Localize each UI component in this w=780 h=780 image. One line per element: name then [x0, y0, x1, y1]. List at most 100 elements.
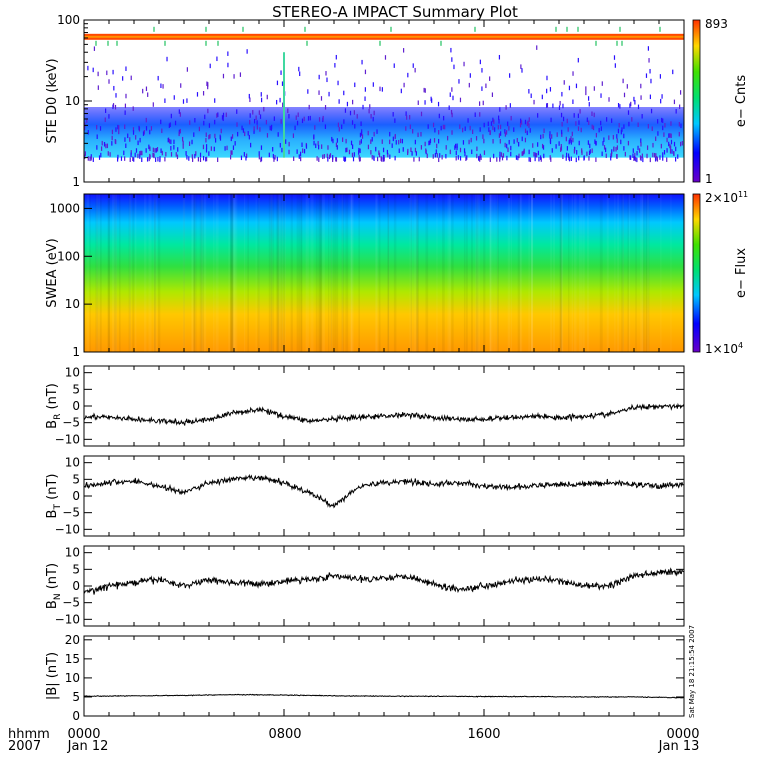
ste-count-pixel: [246, 49, 248, 54]
ste-count-pixel: [146, 157, 149, 162]
ste-count-pixel: [402, 147, 404, 152]
ste-count-pixel: [558, 141, 560, 146]
swea-texture: [298, 194, 302, 352]
ste-count-pixel: [465, 156, 467, 162]
ste-count-pixel: [663, 150, 666, 155]
swea-texture: [200, 194, 204, 352]
ste-count-pixel: [373, 131, 375, 137]
ste-count-pixel: [657, 131, 659, 136]
ste-count-pixel: [504, 129, 506, 134]
ste-count-pixel: [318, 74, 320, 80]
ste-count-pixel: [207, 84, 209, 90]
ste-count-pixel: [650, 108, 653, 114]
ste-count-pixel: [612, 134, 614, 140]
ytick-label-3: −5: [62, 506, 80, 520]
ste-count-pixel: [640, 142, 642, 147]
ytick-label-5: 5: [72, 690, 80, 704]
swea-texture: [332, 194, 336, 352]
y-axis-label-unit-3: (nT): [45, 474, 60, 504]
ste-count-pixel: [360, 121, 362, 126]
swea-texture: [95, 194, 99, 352]
ste-count-pixel: [467, 118, 469, 123]
ste-count-pixel: [438, 130, 440, 135]
ste-count-pixel: [675, 109, 677, 114]
ste-count-pixel: [354, 82, 356, 88]
swea-texture: [257, 194, 260, 352]
swea-texture: [320, 194, 323, 352]
ste-count-pixel: [415, 151, 418, 156]
ste-count-pixel: [623, 133, 625, 139]
ste-count-pixel: [188, 141, 191, 146]
ste-count-pixel: [425, 148, 427, 153]
ste-count-pixel: [572, 71, 574, 76]
ste-count-pixel: [233, 74, 235, 79]
ste-count-pixel: [364, 87, 366, 92]
ste-count-pixel: [589, 143, 591, 149]
swea-texture: [606, 194, 609, 352]
ste-count-pixel: [595, 157, 597, 162]
ste-count-pixel: [489, 157, 491, 162]
ste-count-pixel: [444, 124, 446, 130]
ste-count-pixel: [666, 148, 668, 153]
trace-line-4: [83, 567, 685, 595]
ste-count-pixel: [149, 154, 151, 160]
ste-count-pixel: [148, 144, 150, 150]
ste-count-pixel: [649, 94, 651, 100]
ste-count-pixel: [84, 151, 86, 156]
ste-count-pixel: [389, 154, 391, 160]
ste-count-pixel: [208, 123, 211, 128]
ste-count-pixel: [139, 154, 141, 159]
ste-count-pixel: [570, 140, 572, 145]
ste-count-pixel: [273, 116, 275, 121]
ste-count-pixel: [660, 98, 662, 104]
swea-texture: [232, 194, 236, 352]
ste-count-pixel: [543, 153, 545, 159]
swea-texture: [232, 194, 234, 352]
ste-count-pixel: [568, 139, 570, 145]
ste-count-pixel: [566, 146, 569, 151]
ste-count-pixel: [361, 134, 364, 139]
swea-texture: [319, 194, 322, 352]
ste-count-pixel: [420, 145, 423, 150]
ste-count-pixel: [549, 138, 552, 143]
swea-texture: [492, 194, 494, 352]
ste-count-pixel: [585, 86, 587, 91]
ste-count-pixel: [409, 115, 411, 120]
ste-count-pixel: [605, 147, 607, 153]
ste-count-pixel: [669, 133, 671, 138]
ste-count-pixel: [452, 95, 454, 101]
ste-count-pixel: [145, 148, 147, 153]
ste-count-pixel: [137, 153, 139, 159]
ste-count-pixel: [199, 152, 202, 158]
ste-count-pixel: [351, 120, 354, 125]
ste-count-pixel: [93, 46, 96, 51]
ste-count-pixel: [343, 90, 345, 96]
ste-count-pixel: [623, 146, 625, 151]
ste-count-pixel: [620, 129, 622, 135]
ste-count-pixel: [558, 105, 561, 110]
ste-count-pixel: [566, 118, 568, 124]
ytick-label-4: −5: [62, 596, 80, 610]
ste-count-pixel: [332, 157, 334, 162]
ste-count-pixel: [652, 142, 654, 148]
ste-count-pixel: [335, 157, 338, 162]
ste-count-pixel: [177, 147, 179, 152]
ste-count-pixel: [318, 117, 321, 122]
ste-count-pixel: [314, 125, 316, 130]
ste-count-pixel: [174, 120, 177, 126]
ste-count-pixel: [170, 139, 172, 145]
ste-count-pixel: [338, 99, 340, 104]
ste-count-pixel: [120, 156, 123, 161]
ste-count-pixel: [160, 119, 162, 125]
ste-count-pixel: [84, 154, 86, 160]
ste-count-pixel: [236, 109, 238, 114]
ste-count-pixel: [253, 118, 256, 124]
ste-count-pixel: [605, 153, 607, 159]
ste-count-pixel: [439, 153, 441, 158]
ste-count-pixel: [336, 145, 338, 150]
ste-count-pixel: [227, 51, 229, 56]
ste-count-pixel: [186, 98, 188, 103]
swea-texture: [647, 194, 650, 352]
ste-count-pixel: [240, 155, 243, 161]
ste-count-pixel: [281, 147, 283, 153]
